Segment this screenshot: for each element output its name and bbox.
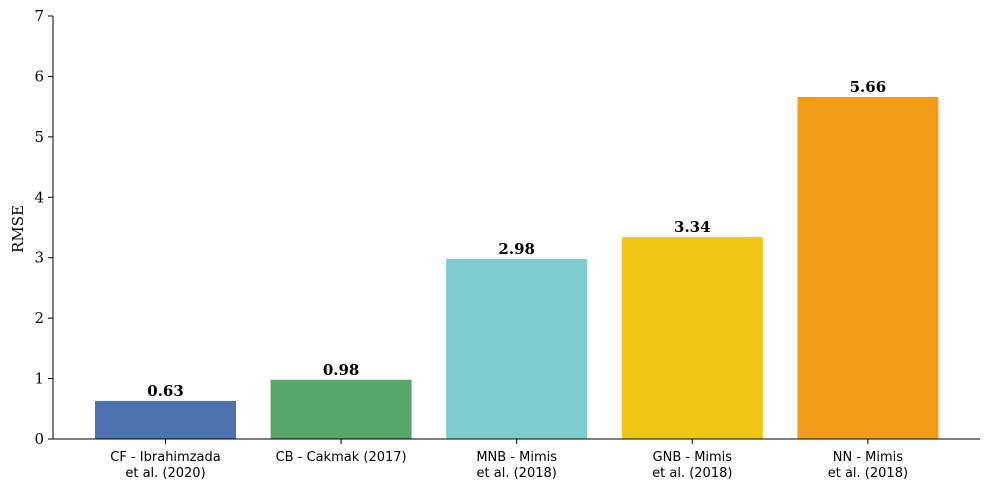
x-tick-label: CB - Cakmak (2017): [276, 450, 407, 465]
bar: [270, 379, 412, 439]
bar-value-label: 2.98: [498, 240, 535, 258]
x-tick-label: CF - Ibrahimzada et al. (2020): [110, 450, 220, 481]
bar-value-label: 0.98: [323, 361, 360, 379]
bar: [95, 400, 236, 439]
x-tick-label: GNB - Mimis et al. (2018): [652, 450, 732, 481]
bar: [797, 96, 939, 439]
x-tick-label: MNB - Mimis et al. (2018): [476, 450, 557, 481]
y-tick-label: 6: [34, 67, 44, 85]
y-tick-label: 4: [34, 188, 44, 206]
x-tick-label-line: et al. (2020): [125, 466, 205, 481]
x-tick-label: NN - Mimis et al. (2018): [828, 450, 908, 481]
y-tick-label: 2: [34, 309, 44, 327]
y-tick-label: 3: [34, 249, 44, 267]
x-tick-label-line: CF - Ibrahimzada: [110, 450, 220, 465]
x-tick-label-line: et al. (2018): [477, 466, 557, 481]
bar: [446, 258, 588, 439]
x-tick-label-line: MNB - Mimis: [476, 450, 557, 465]
x-tick-label-line: et al. (2018): [828, 466, 908, 481]
x-tick-label-line: CB - Cakmak (2017): [276, 450, 407, 465]
bar-value-label: 0.63: [147, 382, 184, 400]
data-labels: 0.63 0.98 2.98 3.34 5.66: [147, 78, 886, 400]
bars: [95, 96, 939, 439]
y-axis-ticks: 0 1 2 3 4 5 6 7: [34, 7, 53, 448]
bar: [621, 237, 763, 439]
x-tick-label-line: GNB - Mimis: [653, 450, 733, 465]
bar-value-label: 5.66: [850, 78, 887, 96]
y-tick-label: 0: [34, 430, 44, 448]
y-tick-label: 1: [34, 370, 44, 388]
y-tick-label: 5: [34, 128, 44, 146]
y-tick-label: 7: [34, 7, 44, 25]
x-axis-ticks: CF - Ibrahimzada et al. (2020) CB - Cakmak…: [110, 439, 908, 481]
x-tick-label-line: et al. (2018): [652, 466, 732, 481]
bar-value-label: 3.34: [674, 218, 711, 236]
x-tick-label-line: NN - Mimis: [833, 450, 904, 465]
y-axis-title: RMSE: [9, 205, 27, 253]
